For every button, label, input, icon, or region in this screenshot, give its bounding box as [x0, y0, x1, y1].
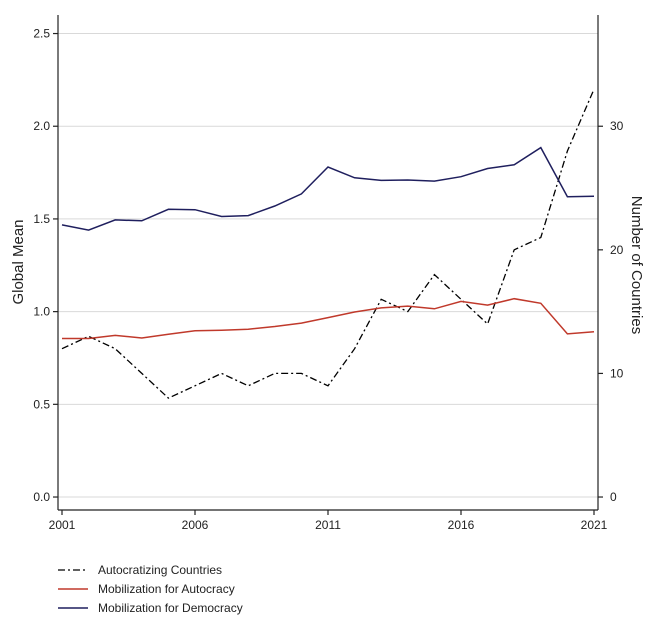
legend-label: Mobilization for Autocracy	[98, 582, 235, 596]
legend-label: Autocratizing Countries	[98, 563, 222, 577]
legend-label: Mobilization for Democracy	[98, 601, 243, 615]
right-y-tick-label: 30	[610, 119, 624, 133]
gridlines	[58, 33, 598, 498]
x-tick-label: 2006	[182, 518, 209, 532]
right-y-tick-label: 10	[610, 366, 624, 380]
x-tick-label: 2011	[315, 518, 341, 532]
series-line-autocratizing-countries	[61, 88, 595, 399]
series-line-mobilization-for-autocracy	[62, 297, 595, 340]
left-y-tick-label: 1.0	[33, 305, 50, 319]
left-y-tick-label: 2.0	[33, 119, 50, 133]
left-axis-title: Global Mean	[10, 219, 27, 304]
right-y-tick-label: 0	[610, 490, 617, 504]
ticks: 0.0 0.5 1.0 1.5 2.0 2.5 0 10 20 30 2001 2006 2011 201…	[33, 27, 623, 532]
x-tick-label: 2016	[448, 518, 475, 532]
left-y-tick-label: 0.5	[33, 397, 50, 411]
series-line-mobilization-for-democracy	[61, 146, 595, 231]
right-y-tick-label: 20	[610, 243, 624, 257]
x-tick-label: 2001	[49, 518, 76, 532]
left-y-tick-label: 1.5	[33, 212, 50, 226]
right-axis-title: Number of Countries	[628, 196, 645, 334]
left-y-tick-label: 0.0	[33, 490, 50, 504]
legend: Autocratizing Countries Mobilization for …	[58, 563, 243, 615]
axes	[57, 15, 599, 511]
series-lines	[61, 88, 595, 399]
x-tick-label: 2021	[581, 518, 608, 532]
left-y-tick-label: 2.5	[33, 27, 50, 41]
